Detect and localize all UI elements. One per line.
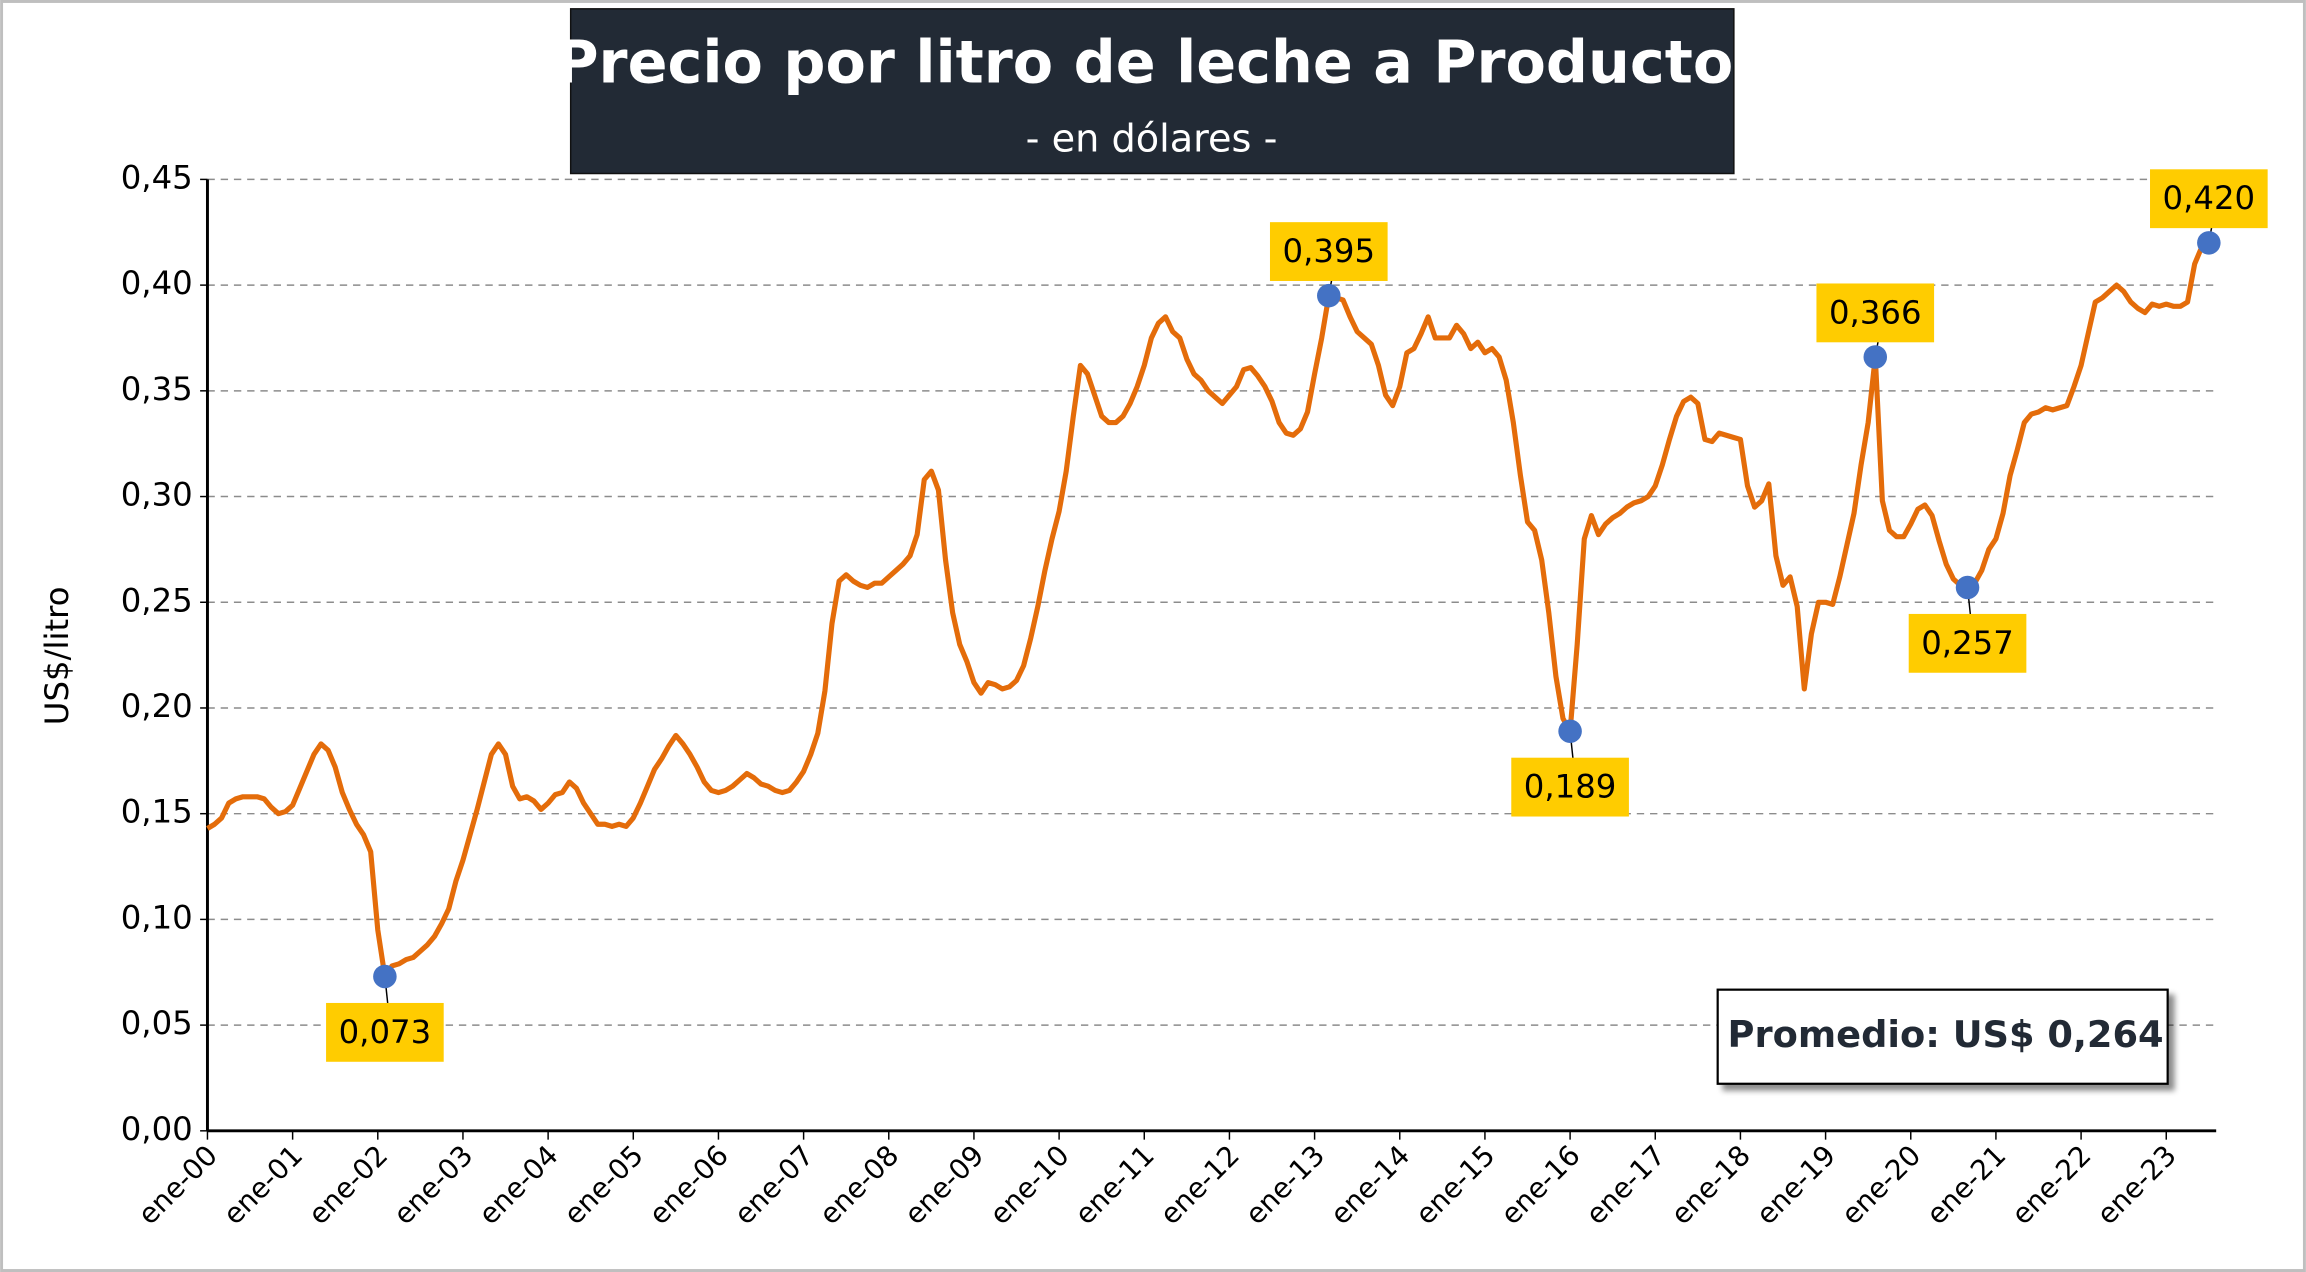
point-marker xyxy=(1955,575,1980,600)
chart-subtitle: - en dólares - xyxy=(1026,118,1278,162)
y-tick-label: 0,05 xyxy=(121,1004,193,1042)
point-marker xyxy=(373,964,397,989)
data-label: 0,189 xyxy=(1524,768,1617,806)
y-axis-label: US$/litro xyxy=(38,586,76,725)
y-tick-label: 0,45 xyxy=(121,158,193,196)
point-marker xyxy=(1558,719,1582,743)
point-marker xyxy=(2197,231,2221,255)
label-box xyxy=(326,1002,444,1062)
data-label: 0,420 xyxy=(2163,179,2256,217)
average-box xyxy=(1716,988,2169,1085)
y-tick-label: 0,20 xyxy=(121,687,193,725)
data-label: 0,395 xyxy=(1282,232,1375,270)
label-box xyxy=(2150,169,2268,229)
label-box xyxy=(1908,613,2027,673)
chart-title: Precio por litro de leche a Productor xyxy=(555,27,1762,96)
label-box xyxy=(1511,757,1629,817)
y-tick-label: 0,35 xyxy=(121,370,193,408)
y-tick-label: 0,10 xyxy=(121,898,193,936)
point-marker xyxy=(1317,283,1341,308)
point-marker xyxy=(1863,345,1888,369)
y-tick-label: 0,40 xyxy=(121,264,193,302)
average-annotation: Promedio: US$ 0,264 xyxy=(1728,1013,2164,1056)
y-tick-label: 0,15 xyxy=(121,793,193,831)
label-box xyxy=(1816,283,1935,343)
y-tick-label: 0,00 xyxy=(121,1110,193,1148)
data-label: 0,366 xyxy=(1829,293,1922,331)
title-box xyxy=(569,8,1735,175)
data-label: 0,257 xyxy=(1921,624,2014,662)
label-box xyxy=(1269,222,1388,281)
data-label: 0,073 xyxy=(339,1013,432,1051)
y-tick-label: 0,25 xyxy=(121,581,193,619)
y-tick-label: 0,30 xyxy=(121,476,193,514)
